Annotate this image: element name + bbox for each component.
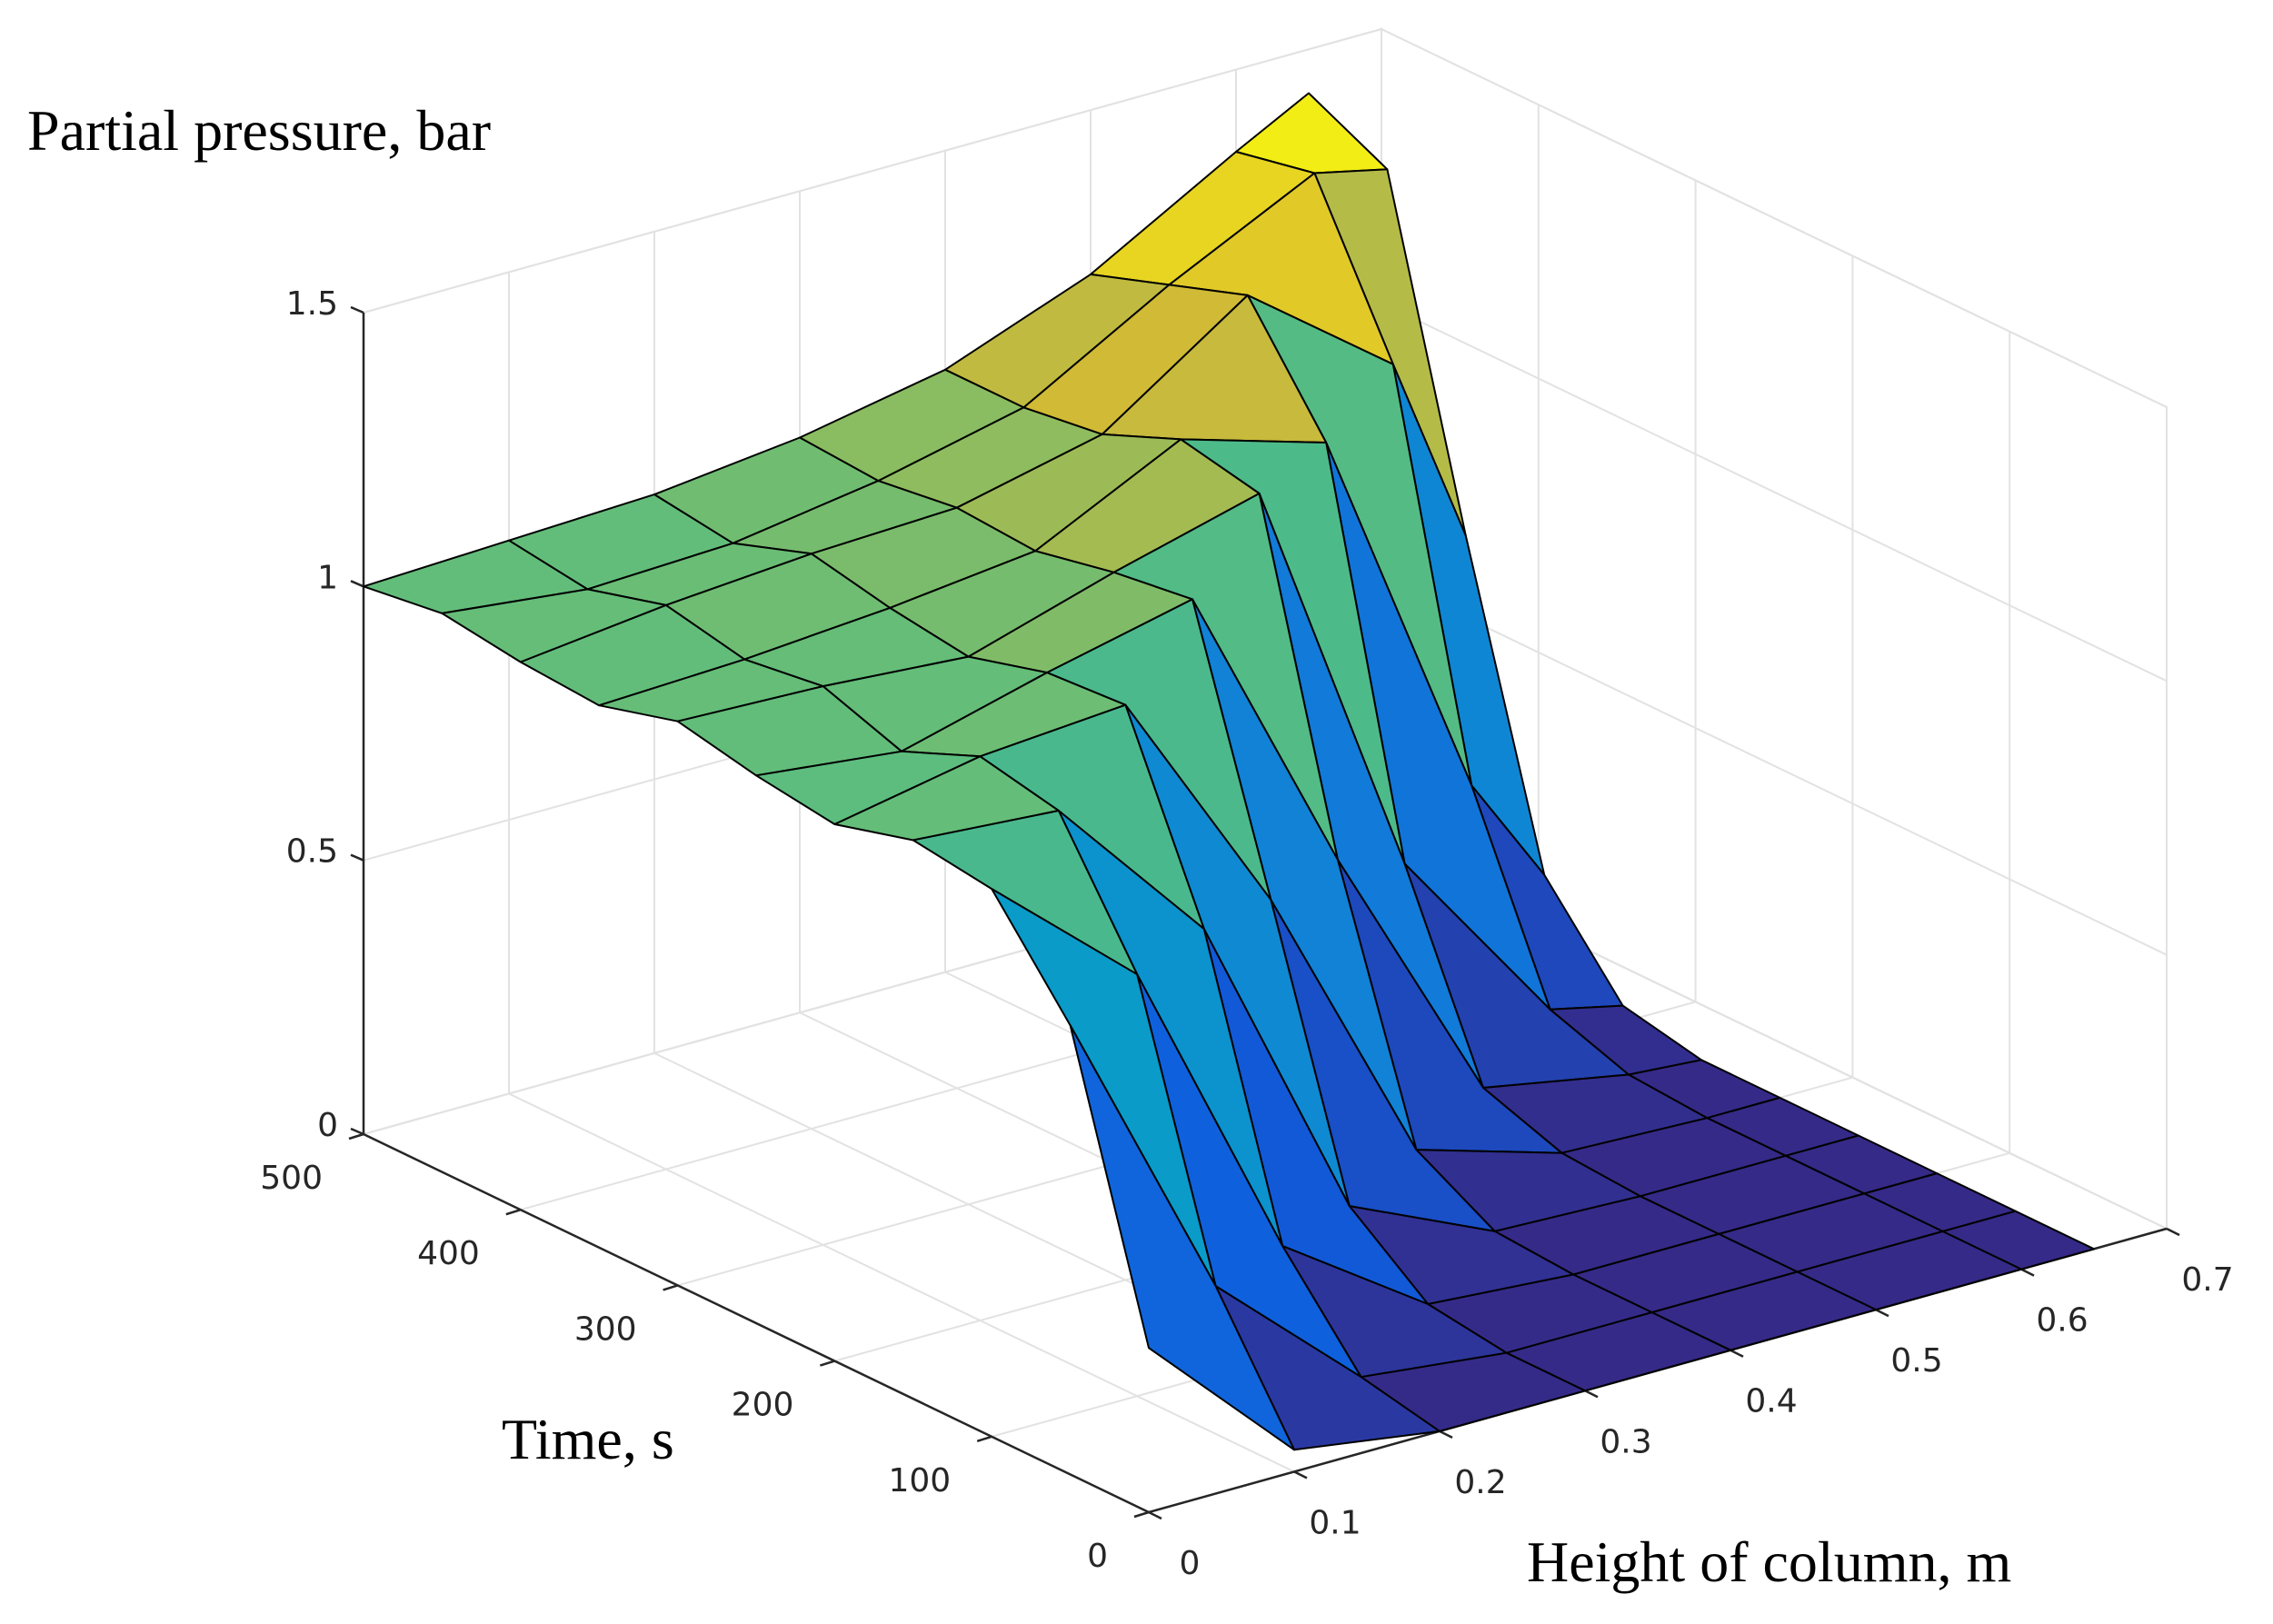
z-axis-label: Partial pressure, bar [27, 98, 491, 163]
z-tick [350, 1127, 364, 1136]
y-tick-label: 300 [574, 1310, 637, 1348]
x-axis-label: Height of column, m [1527, 1529, 2011, 1594]
grid-line [1381, 28, 2168, 408]
x-tick [1148, 1510, 1162, 1520]
y-tick [348, 1132, 364, 1141]
x-tick [1293, 1470, 1308, 1480]
y-tick [505, 1209, 522, 1216]
y-tick-label: 400 [417, 1235, 480, 1272]
y-tick [820, 1360, 835, 1367]
surface-patch [1069, 1024, 1295, 1451]
x-tick-label: 0.2 [1454, 1464, 1506, 1501]
x-tick [2020, 1268, 2035, 1277]
x-tick-label: 0.4 [1745, 1383, 1797, 1420]
x-tick [2166, 1227, 2180, 1237]
x-tick-label: 0.1 [1309, 1504, 1361, 1541]
grid-line [508, 1092, 1295, 1473]
y-tick-label: 100 [888, 1462, 951, 1499]
y-axis-label: Time, s [502, 1407, 674, 1471]
x-tick-label: 0.3 [1600, 1423, 1651, 1460]
y-tick [663, 1284, 678, 1291]
x-tick [1730, 1349, 1744, 1358]
y-tick-label: 0 [1087, 1538, 1108, 1575]
y-axis [363, 1132, 1150, 1514]
y-tick-label: 500 [260, 1160, 323, 1197]
z-tick-label: 0 [317, 1107, 338, 1144]
z-tick-label: 1.5 [286, 285, 338, 323]
x-tick [1584, 1390, 1599, 1399]
y-tick [976, 1435, 992, 1442]
grid-line [1381, 302, 2168, 682]
x-tick [1875, 1309, 1889, 1318]
z-tick-label: 1 [317, 559, 338, 596]
x-tick-label: 0.5 [1890, 1342, 1942, 1380]
grid-line [1381, 575, 2168, 956]
z-tick [350, 853, 364, 862]
x-tick-label: 0.6 [2036, 1302, 2088, 1340]
x-tick [1439, 1430, 1453, 1439]
z-tick [350, 305, 364, 314]
x-tick-label: 0 [1180, 1545, 1201, 1582]
y-tick [1133, 1510, 1150, 1519]
z-tick-label: 0.5 [286, 833, 338, 871]
grid-line [363, 28, 1382, 314]
y-tick-label: 200 [732, 1387, 794, 1424]
z-tick [350, 580, 364, 588]
x-tick-label: 0.7 [2181, 1261, 2233, 1299]
